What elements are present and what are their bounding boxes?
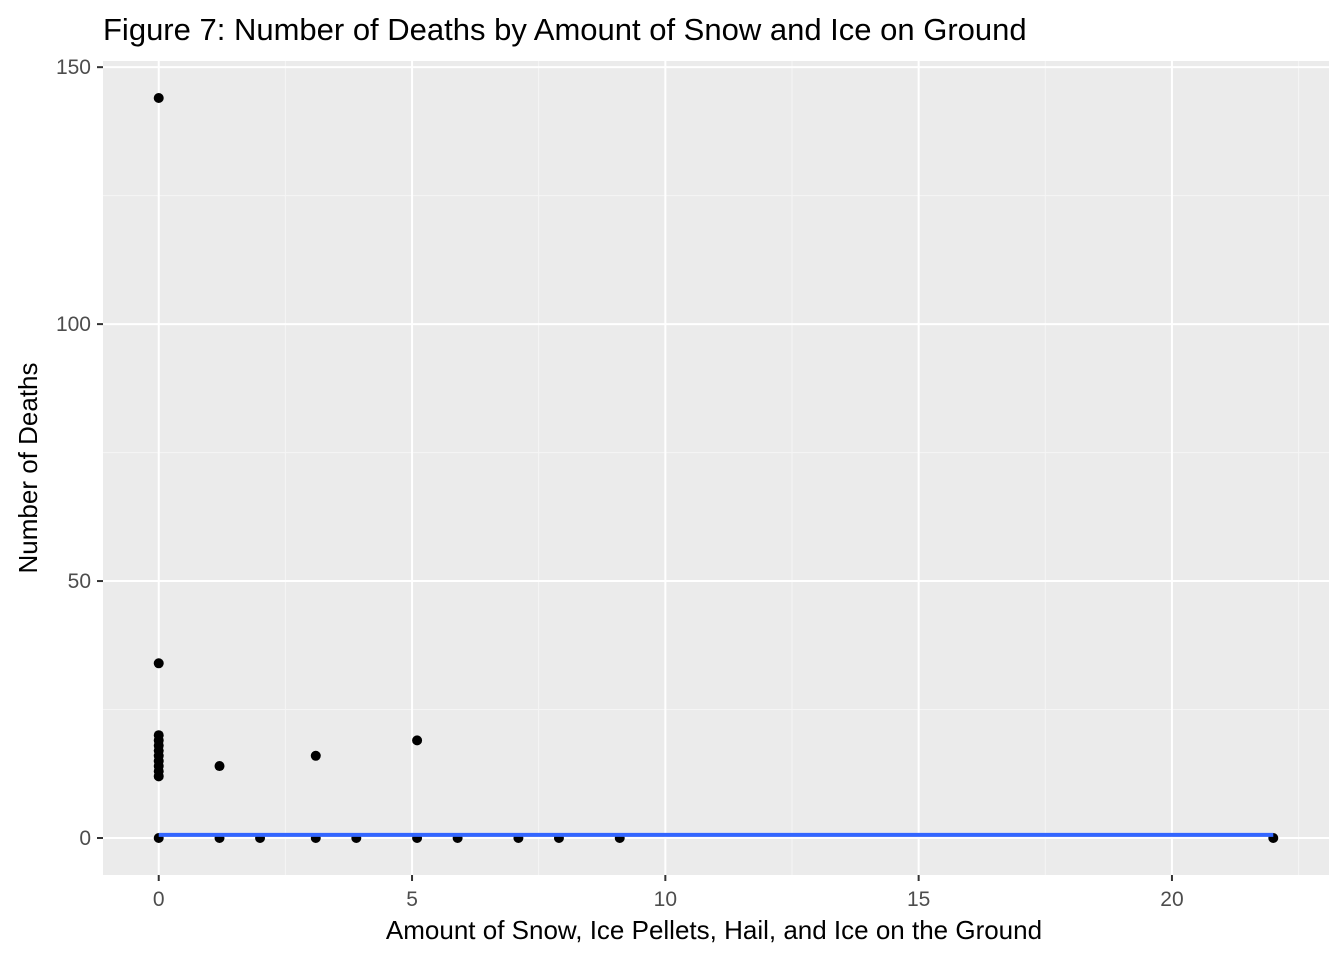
data-point bbox=[153, 771, 164, 782]
minor-gridlines bbox=[103, 61, 1329, 875]
x-tick-label: 0 bbox=[153, 888, 165, 911]
y-tick-label: 50 bbox=[68, 570, 91, 593]
x-tick-label: 5 bbox=[406, 888, 418, 911]
plot-panel bbox=[103, 61, 1329, 875]
x-tick-label: 15 bbox=[907, 888, 930, 911]
major-gridlines bbox=[103, 61, 1329, 875]
x-axis: 0 5 10 15 20 bbox=[153, 875, 1184, 911]
y-tick-label: 100 bbox=[56, 313, 91, 336]
chart-title: Figure 7: Number of Deaths by Amount of … bbox=[103, 12, 1027, 47]
y-axis-title: Number of Deaths bbox=[13, 363, 43, 574]
y-tick-label: 0 bbox=[79, 827, 91, 850]
data-point bbox=[412, 735, 423, 746]
data-point bbox=[153, 658, 164, 669]
data-point bbox=[310, 750, 321, 761]
y-axis: 0 50 100 150 bbox=[56, 56, 103, 850]
x-tick-label: 10 bbox=[654, 888, 677, 911]
x-tick-label: 20 bbox=[1160, 888, 1183, 911]
y-tick-label: 150 bbox=[56, 56, 91, 79]
data-point bbox=[214, 761, 225, 772]
x-axis-title: Amount of Snow, Ice Pellets, Hail, and I… bbox=[386, 915, 1042, 945]
data-point bbox=[153, 93, 164, 103]
